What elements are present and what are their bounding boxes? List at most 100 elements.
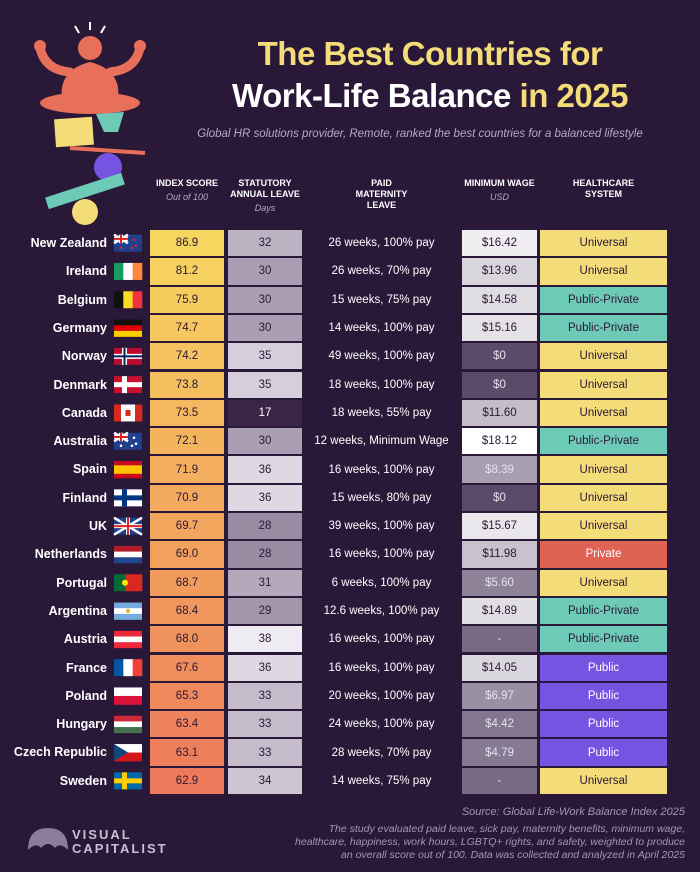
maternity-leave: 20 weeks, 100% pay: [328, 689, 435, 702]
healthcare: Public-Private: [540, 626, 667, 653]
maternity-leave: 6 weeks, 100% pay: [331, 576, 432, 589]
healthcare: Universal: [540, 230, 667, 257]
maternity-leave: 18 weeks, 100% pay: [328, 378, 435, 391]
column-header: MINIMUM WAGE USD: [462, 178, 537, 203]
minimum-wage: $5.60: [462, 569, 537, 596]
index-score: 62.9: [150, 767, 224, 794]
country-name: Ireland: [66, 264, 107, 279]
index-score: 81.2: [150, 258, 224, 285]
healthcare: Public: [540, 682, 667, 710]
index-score: 86.9: [150, 230, 224, 257]
healthcare: Universal: [540, 569, 667, 596]
illustration: [34, 22, 146, 225]
annual-leave: 29: [228, 597, 302, 625]
healthcare: Public: [540, 739, 667, 766]
country-name: Germany: [52, 320, 107, 335]
annual-leave: 30: [228, 286, 302, 313]
title-part: Work-Life Balance: [232, 77, 511, 114]
column-sub: Out of 100: [165, 192, 209, 202]
country-name: Portugal: [56, 575, 107, 590]
index-score: 74.7: [150, 314, 224, 342]
index-score: 69.0: [150, 541, 224, 568]
healthcare: Universal: [540, 456, 667, 483]
column-sub: USD: [489, 192, 509, 202]
maternity-leave: 16 weeks, 100% pay: [328, 661, 435, 674]
title-accent: in 2025: [519, 77, 629, 114]
healthcare: Public-Private: [540, 286, 667, 313]
maternity-leave: 14 weeks, 75% pay: [331, 774, 432, 787]
maternity-leave: 14 weeks, 100% pay: [328, 322, 435, 335]
annual-leave: 30: [228, 428, 302, 455]
maternity-leave: 24 weeks, 100% pay: [328, 718, 435, 731]
source: Source: Global Life-Work Balance Index 2…: [461, 806, 685, 818]
annual-leave: 33: [228, 739, 302, 766]
index-score: 71.9: [150, 456, 224, 483]
healthcare: Private: [540, 541, 667, 568]
annual-leave: 34: [228, 767, 302, 794]
country-name: Spain: [72, 462, 107, 477]
index-score: 74.2: [150, 343, 224, 370]
note-line: The study evaluated paid leave, sick pay…: [328, 823, 685, 835]
note-line: an overall score out of 100. Data was co…: [341, 849, 685, 861]
index-score: 73.5: [150, 399, 224, 427]
country-name: Hungary: [56, 717, 107, 732]
column-header: INDEX SCORE Out of 100: [150, 178, 224, 203]
maternity-leave: 16 weeks, 100% pay: [328, 463, 435, 476]
minimum-wage: -: [462, 767, 537, 794]
minimum-wage: $0: [462, 371, 537, 398]
healthcare: Universal: [540, 767, 667, 794]
index-score: 68.0: [150, 626, 224, 653]
healthcare: Public-Private: [540, 597, 667, 625]
annual-leave: 35: [228, 371, 302, 398]
maternity-leave: 28 weeks, 70% pay: [331, 746, 432, 759]
minimum-wage: $15.16: [462, 314, 537, 342]
maternity-leave: 12 weeks, Minimum Wage: [314, 435, 449, 448]
maternity-leave: 15 weeks, 80% pay: [331, 491, 432, 504]
index-score: 73.8: [150, 371, 224, 398]
healthcare: Universal: [540, 343, 667, 370]
annual-leave: 36: [228, 654, 302, 681]
logo-text: CAPITALIST: [72, 841, 168, 856]
healthcare: Universal: [540, 513, 667, 540]
annual-leave: 36: [228, 484, 302, 511]
annual-leave: 28: [228, 541, 302, 568]
column-header: HEALTHCARE SYSTEM: [540, 178, 667, 200]
maternity-leave: 16 weeks, 100% pay: [328, 633, 435, 646]
minimum-wage: $18.12: [462, 428, 537, 455]
logo-text: VISUAL: [72, 827, 132, 842]
index-score: 69.7: [150, 513, 224, 540]
country-name: Denmark: [53, 377, 108, 392]
healthcare: Universal: [540, 371, 667, 398]
maternity-leave: 26 weeks, 70% pay: [331, 265, 432, 278]
annual-leave: 30: [228, 258, 302, 285]
column-label: MINIMUM WAGE: [464, 178, 535, 188]
column-header: PAID MATERNITY LEAVE: [305, 178, 458, 211]
maternity-leave: 39 weeks, 100% pay: [328, 520, 435, 533]
minimum-wage: $11.60: [462, 399, 537, 427]
country-name: France: [66, 660, 107, 675]
maternity-leave: 12.6 weeks, 100% pay: [323, 605, 440, 618]
maternity-leave: 49 weeks, 100% pay: [328, 350, 435, 363]
annual-leave: 33: [228, 682, 302, 710]
annual-leave: 33: [228, 711, 302, 738]
index-score: 75.9: [150, 286, 224, 313]
annual-leave: 28: [228, 513, 302, 540]
minimum-wage: $15.67: [462, 513, 537, 540]
column-label: HEALTHCARE SYSTEM: [572, 178, 635, 199]
index-score: 72.1: [150, 428, 224, 455]
title: The Best Countries for: [257, 35, 603, 72]
logo-icon: [28, 828, 68, 850]
country-name: Argentina: [48, 603, 107, 618]
index-score: 68.4: [150, 597, 224, 625]
healthcare: Public-Private: [540, 314, 667, 342]
minimum-wage: $8.39: [462, 456, 537, 483]
maternity-leave: 18 weeks, 55% pay: [331, 406, 432, 419]
minimum-wage: $4.79: [462, 739, 537, 766]
minimum-wage: $16.42: [462, 230, 537, 257]
note-line: healthcare, happiness, work hours, LGBTQ…: [295, 836, 685, 848]
column-header: STATUTORY ANNUAL LEAVE Days: [228, 178, 302, 214]
index-score: 63.1: [150, 739, 224, 766]
column-sub: Days: [254, 203, 276, 213]
